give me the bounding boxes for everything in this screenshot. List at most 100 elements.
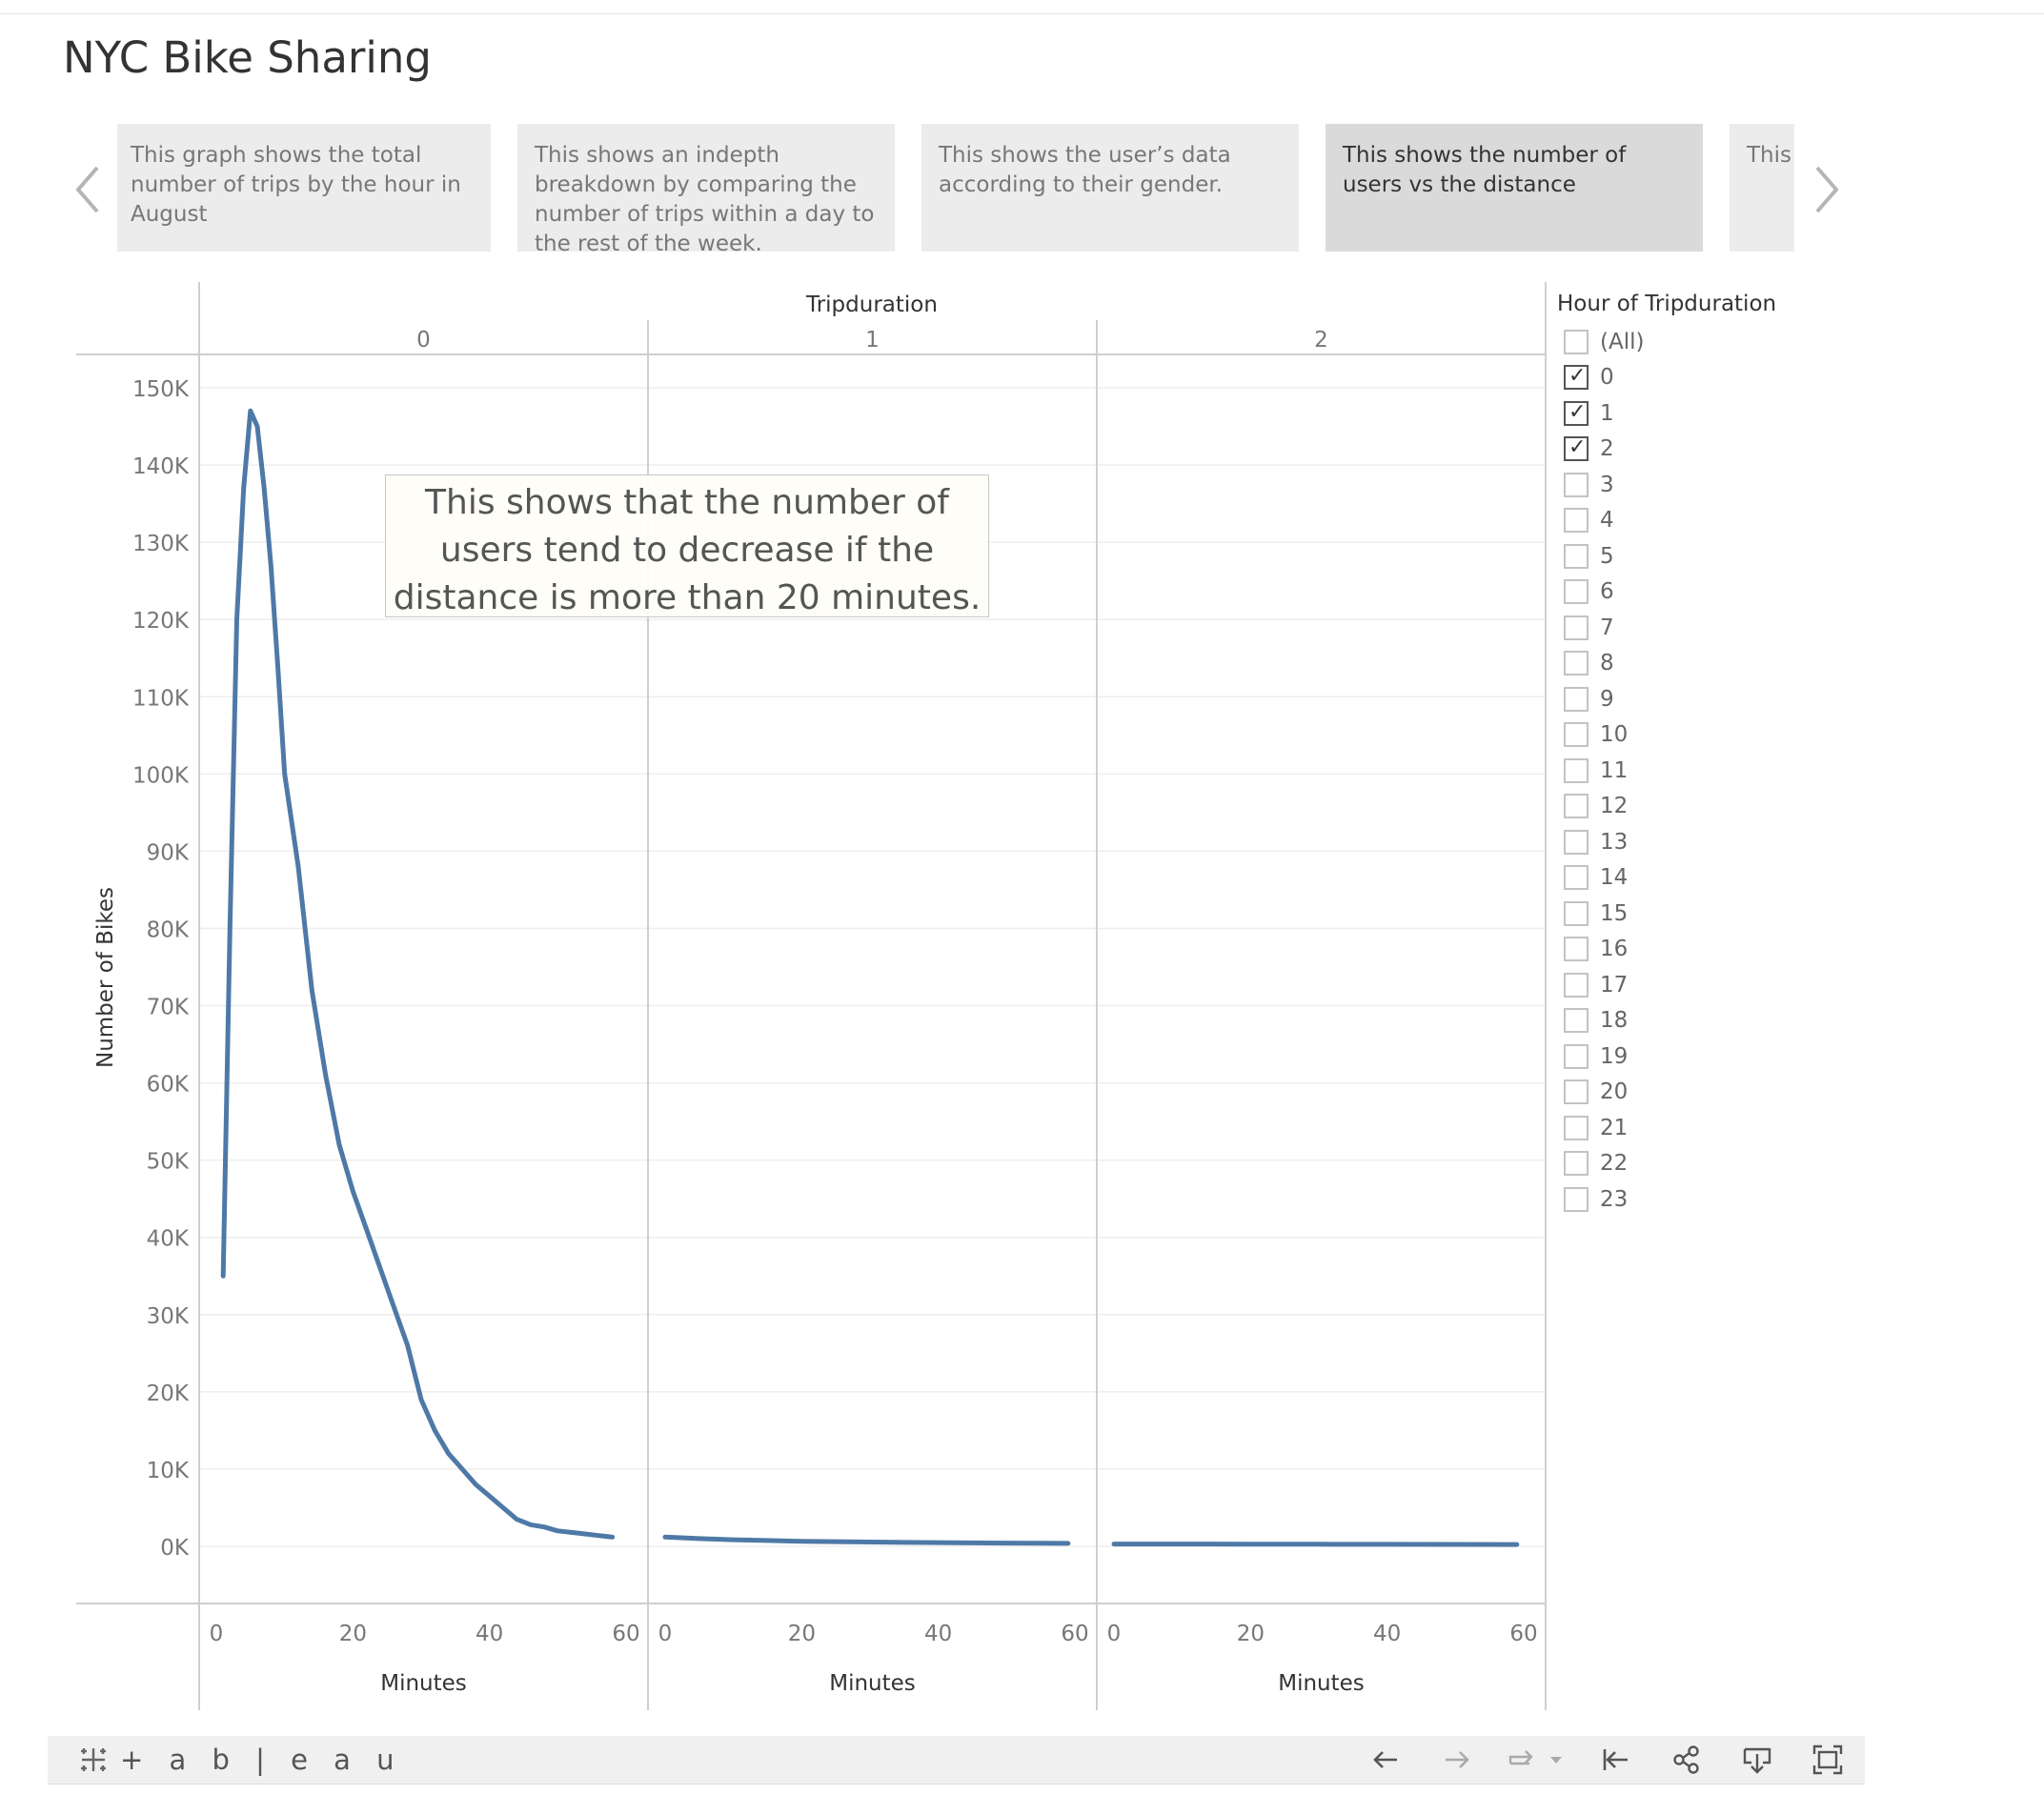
filter-item[interactable]: 6 bbox=[1557, 575, 1805, 611]
filter-checkbox[interactable] bbox=[1564, 865, 1589, 891]
filter-item-label: 3 bbox=[1600, 472, 1614, 497]
filter-item[interactable]: 5 bbox=[1557, 538, 1805, 575]
revert-dropdown-button[interactable] bbox=[1546, 1744, 1567, 1776]
x-tick-label: 40 bbox=[1373, 1622, 1401, 1646]
filter-checkbox[interactable]: ✓ bbox=[1564, 435, 1589, 462]
story-point-1[interactable]: This graph shows the total number of tri… bbox=[117, 124, 491, 252]
y-tick-label: 0K bbox=[160, 1536, 190, 1561]
filter-item[interactable]: 4 bbox=[1557, 503, 1805, 539]
filter-item[interactable]: 18 bbox=[1557, 1003, 1805, 1039]
filter-checkbox[interactable] bbox=[1564, 508, 1589, 534]
filter-checkbox[interactable] bbox=[1564, 757, 1589, 783]
filter-item[interactable]: 3 bbox=[1557, 467, 1805, 503]
filter-checkbox[interactable] bbox=[1564, 1115, 1589, 1140]
y-tick-label: 50K bbox=[147, 1150, 190, 1175]
filter-checkbox[interactable] bbox=[1564, 543, 1589, 569]
filter-checkbox[interactable] bbox=[1564, 686, 1589, 712]
share-button[interactable] bbox=[1670, 1744, 1703, 1776]
filter-item[interactable]: ✓ 2 bbox=[1557, 432, 1805, 468]
filter-item[interactable]: 8 bbox=[1557, 646, 1805, 682]
x-tick-label: 20 bbox=[1237, 1622, 1265, 1646]
filter-item[interactable]: 13 bbox=[1557, 824, 1805, 860]
redo-button[interactable] bbox=[1441, 1744, 1473, 1776]
filter-checkbox[interactable] bbox=[1564, 722, 1589, 748]
filter-item[interactable]: 11 bbox=[1557, 753, 1805, 789]
filter-item[interactable]: 16 bbox=[1557, 932, 1805, 968]
series-line-panel-2 bbox=[1111, 1542, 1520, 1547]
filter-item[interactable]: 10 bbox=[1557, 717, 1805, 754]
filter-item[interactable]: ✓ 0 bbox=[1557, 360, 1805, 396]
download-icon bbox=[1743, 1747, 1771, 1774]
tableau-logo[interactable]: + a b | e a u bbox=[76, 1742, 403, 1778]
y-tick-label: 120K bbox=[132, 609, 190, 634]
filter-item[interactable]: 14 bbox=[1557, 860, 1805, 897]
filter-item[interactable]: 23 bbox=[1557, 1181, 1805, 1218]
filter-checkbox[interactable] bbox=[1564, 900, 1589, 926]
series-line-panel-0 bbox=[220, 408, 616, 1540]
filter-checkbox[interactable] bbox=[1564, 1008, 1589, 1034]
panel-header-label: 1 bbox=[865, 328, 880, 353]
y-tick-label: 30K bbox=[147, 1304, 190, 1329]
x-tick-label: 60 bbox=[1061, 1622, 1088, 1646]
story-prev-button[interactable] bbox=[69, 156, 111, 223]
y-tick-label: 40K bbox=[147, 1227, 190, 1252]
story-point-5[interactable]: This shows the sub users c bbox=[1730, 124, 1794, 252]
undo-button[interactable] bbox=[1369, 1744, 1402, 1776]
series-line-panel-1 bbox=[662, 1534, 1071, 1546]
story-point-3[interactable]: This shows the user’s data according to … bbox=[921, 124, 1299, 252]
filter-item[interactable]: 21 bbox=[1557, 1110, 1805, 1146]
filter-checkbox[interactable] bbox=[1564, 329, 1589, 354]
filter-item[interactable]: (All) bbox=[1557, 324, 1805, 360]
filter-item[interactable]: 7 bbox=[1557, 610, 1805, 646]
story-next-button[interactable] bbox=[1804, 156, 1846, 223]
story-point-4[interactable]: This shows the number of users vs the di… bbox=[1326, 124, 1703, 252]
filter-checkbox[interactable] bbox=[1564, 937, 1589, 962]
reset-to-start-button[interactable] bbox=[1599, 1744, 1631, 1776]
filter-checkbox[interactable]: ✓ bbox=[1564, 400, 1589, 426]
filter-item-label: (All) bbox=[1600, 329, 1645, 354]
filter-checkbox[interactable] bbox=[1564, 579, 1589, 605]
filter-checkbox[interactable] bbox=[1564, 829, 1589, 855]
filter-checkbox[interactable] bbox=[1564, 472, 1589, 497]
story-navigator: This graph shows the total number of tri… bbox=[63, 124, 1854, 252]
filter-item[interactable]: 9 bbox=[1557, 681, 1805, 717]
filter-item-label: 6 bbox=[1600, 579, 1614, 605]
panel-header-label: 2 bbox=[1314, 328, 1328, 353]
story-point-2[interactable]: This shows an indepth breakdown by compa… bbox=[517, 124, 895, 252]
filter-checkbox[interactable] bbox=[1564, 1186, 1589, 1212]
filter-item[interactable]: 15 bbox=[1557, 896, 1805, 932]
download-button[interactable] bbox=[1741, 1744, 1773, 1776]
filter-checkbox[interactable] bbox=[1564, 972, 1589, 998]
filter-checkbox[interactable] bbox=[1564, 1079, 1589, 1105]
filter-item[interactable]: 17 bbox=[1557, 967, 1805, 1003]
filter-checkbox[interactable] bbox=[1564, 1151, 1589, 1177]
chart-canvas: 0K10K20K30K40K50K60K70K80K90K100K110K120… bbox=[76, 282, 1547, 1710]
panel-header-label: 0 bbox=[416, 328, 431, 353]
filter-item-label: 4 bbox=[1600, 508, 1614, 534]
y-axis-label: Number of Bikes bbox=[93, 887, 118, 1068]
filter-item[interactable]: 19 bbox=[1557, 1039, 1805, 1075]
line-chart: 0K 10K 20K 30K 40K 50K 60K 70K 80K 90K 100K 110K 120… bbox=[57, 276, 1563, 1715]
filter-checkbox[interactable] bbox=[1564, 615, 1589, 640]
filter-item-label: 13 bbox=[1600, 829, 1629, 855]
filter-item-label: 8 bbox=[1600, 651, 1614, 676]
y-tick-label: 60K bbox=[147, 1073, 190, 1098]
dropdown-icon bbox=[1550, 1757, 1562, 1764]
fullscreen-button[interactable] bbox=[1811, 1744, 1844, 1776]
filter-item-label: 15 bbox=[1600, 900, 1629, 926]
filter-checkbox[interactable] bbox=[1564, 1043, 1589, 1069]
revert-button[interactable] bbox=[1506, 1744, 1538, 1776]
filter-item[interactable]: 12 bbox=[1557, 789, 1805, 825]
x-tick-label: 40 bbox=[924, 1622, 952, 1646]
filter-item[interactable]: ✓ 1 bbox=[1557, 395, 1805, 432]
filter-checkbox[interactable] bbox=[1564, 651, 1589, 676]
filter-item-label: 22 bbox=[1600, 1151, 1629, 1177]
filter-checkbox[interactable] bbox=[1564, 794, 1589, 819]
filter-item[interactable]: 20 bbox=[1557, 1075, 1805, 1111]
filter-item-label: 19 bbox=[1600, 1043, 1629, 1069]
filter-checkbox[interactable]: ✓ bbox=[1564, 364, 1589, 391]
filter-item-label: 18 bbox=[1600, 1008, 1629, 1034]
fullscreen-icon bbox=[1812, 1744, 1843, 1775]
filter-item[interactable]: 22 bbox=[1557, 1146, 1805, 1182]
share-icon bbox=[1673, 1745, 1699, 1774]
